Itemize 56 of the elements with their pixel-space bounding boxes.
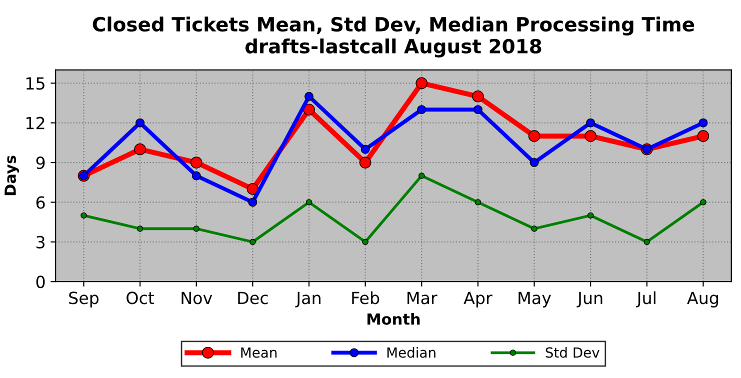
x-tick-label: Dec (238, 292, 268, 304)
point (359, 156, 372, 168)
point (530, 158, 539, 168)
point (700, 199, 706, 206)
x-tick-label: Aug (687, 292, 718, 308)
x-tick-label: Jul (636, 291, 656, 308)
y-axis-title: Days (4, 156, 20, 196)
point (587, 212, 594, 219)
point (474, 199, 482, 206)
point (362, 238, 368, 246)
point (417, 105, 426, 114)
point (473, 105, 482, 114)
point (303, 104, 315, 116)
x-tick-label: Feb (352, 291, 380, 304)
point (418, 172, 425, 179)
point (134, 143, 146, 156)
point (528, 130, 540, 142)
point (698, 118, 708, 128)
point (531, 226, 538, 232)
point (416, 77, 428, 90)
x-tick-label: Nov (182, 292, 212, 304)
x-tick-label: Apr (464, 292, 492, 308)
y-tick-label: 12 (26, 116, 44, 130)
point (248, 198, 258, 207)
point (250, 238, 256, 246)
point (304, 92, 314, 101)
point (697, 130, 710, 142)
point (193, 226, 200, 232)
x-tick-label: Sep (69, 292, 99, 308)
legend-label: Median (387, 347, 436, 358)
point (80, 212, 87, 219)
y-tick-label: 15 (26, 77, 44, 90)
y-tick-label: 9 (36, 156, 45, 170)
point (472, 90, 484, 102)
x-tick-label: Jan (295, 292, 320, 308)
x-tick-label: Jun (576, 292, 602, 308)
x-tick-label: Oct (126, 292, 154, 304)
legend-label: Mean (241, 347, 277, 358)
legend-label: Std Dev (546, 347, 600, 358)
point (190, 156, 202, 168)
x-tick-label: May (518, 292, 551, 308)
point (136, 118, 145, 128)
point (192, 171, 201, 180)
y-tick-label: 0 (36, 276, 45, 288)
y-tick-label: 3 (36, 236, 45, 248)
point (246, 183, 259, 195)
point (644, 238, 650, 246)
x-tick-label: Mar (408, 292, 438, 304)
point (360, 144, 370, 154)
x-axis-title: Month (368, 313, 420, 325)
point (586, 118, 596, 128)
point (306, 199, 312, 206)
point (136, 226, 144, 232)
chart-title: Closed Tickets Mean, Std Dev, Median Processing Time drafts-lastcall August 2018 (92, 16, 694, 58)
y-tick-label: 6 (36, 196, 45, 209)
point (584, 130, 596, 142)
